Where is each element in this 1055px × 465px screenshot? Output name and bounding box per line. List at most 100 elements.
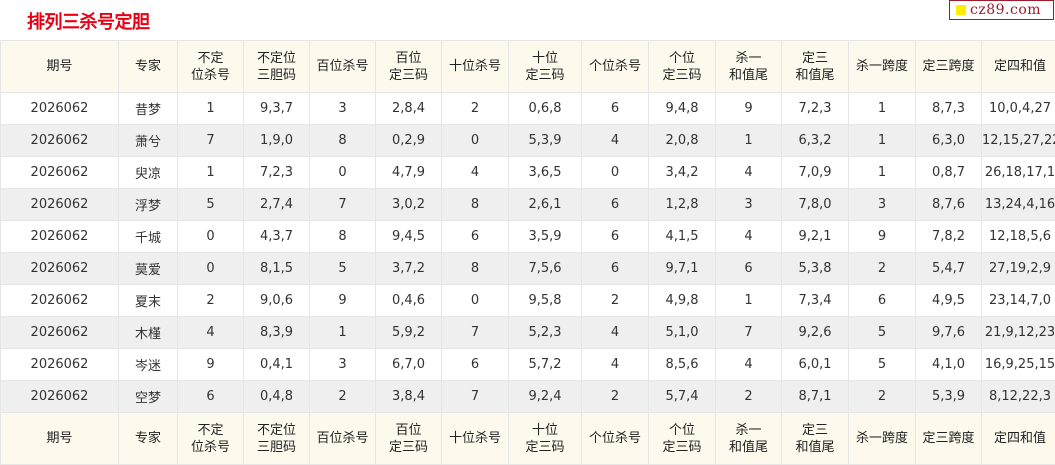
table-cell: 9 xyxy=(178,349,244,381)
table-cell: 4 xyxy=(716,221,782,253)
table-cell: 8 xyxy=(310,125,376,157)
table-cell: 0 xyxy=(178,221,244,253)
table-cell: 0 xyxy=(310,157,376,189)
column-label: 杀一 xyxy=(735,51,761,66)
table-cell: 0,2,9 xyxy=(376,125,442,157)
column-label: 十位 xyxy=(532,423,558,438)
column-label: 专家 xyxy=(135,59,161,74)
table-cell: 4 xyxy=(716,349,782,381)
table-cell: 5 xyxy=(178,189,244,221)
table-cell: 9 xyxy=(716,93,782,125)
table-cell: 空梦 xyxy=(119,381,178,413)
table-cell: 5 xyxy=(849,317,916,349)
footer-col-4: 百位杀号 xyxy=(310,413,376,465)
table-cell: 6 xyxy=(849,285,916,317)
footer-col-13: 定三跨度 xyxy=(916,413,982,465)
table-cell: 9,2,4 xyxy=(509,381,582,413)
table-cell: 昔梦 xyxy=(119,93,178,125)
table-cell: 2,0,8 xyxy=(649,125,716,157)
footer-col-3: 不定位三胆码 xyxy=(244,413,310,465)
table-cell: 1 xyxy=(178,93,244,125)
column-label: 个位杀号 xyxy=(589,59,641,74)
table-cell: 3,8,4 xyxy=(376,381,442,413)
table-cell: 1,9,0 xyxy=(244,125,310,157)
table-cell: 2,6,1 xyxy=(509,189,582,221)
footer-col-0: 期号 xyxy=(1,413,119,465)
table-cell: 5,3,9 xyxy=(916,381,982,413)
header-col-5: 百位定三码 xyxy=(376,41,442,93)
table-cell: 9,0,6 xyxy=(244,285,310,317)
table-cell: 4,9,8 xyxy=(649,285,716,317)
table-cell: 8,1,5 xyxy=(244,253,310,285)
column-label: 十位 xyxy=(532,51,558,66)
table-cell: 3,5,9 xyxy=(509,221,582,253)
table-cell: 2 xyxy=(178,285,244,317)
table-cell: 9 xyxy=(849,221,916,253)
table-cell: 6 xyxy=(582,253,649,285)
watermark-logo: cz89.com xyxy=(949,0,1054,20)
table-cell: 12,15,27,22 xyxy=(982,125,1055,157)
column-label: 三胆码 xyxy=(257,440,296,455)
table-cell: 7,2,3 xyxy=(244,157,310,189)
table-cell: 21,9,12,23 xyxy=(982,317,1055,349)
header-col-7: 十位定三码 xyxy=(509,41,582,93)
table-cell: 7,8,2 xyxy=(916,221,982,253)
table-cell: 3,0,2 xyxy=(376,189,442,221)
table-cell: 4,1,0 xyxy=(916,349,982,381)
table-cell: 2026062 xyxy=(1,349,119,381)
table-cell: 9,4,8 xyxy=(649,93,716,125)
column-label: 定三码 xyxy=(389,68,428,83)
column-label: 定三 xyxy=(802,423,828,438)
table-cell: 8 xyxy=(442,253,509,285)
table-cell: 27,19,2,9 xyxy=(982,253,1055,285)
column-label: 不定 xyxy=(197,423,223,438)
column-label: 杀一跨度 xyxy=(856,59,908,74)
kill-number-table: 期号专家不定位杀号不定位三胆码百位杀号百位定三码十位杀号十位定三码个位杀号个位定… xyxy=(0,40,1055,465)
table-cell: 4,3,7 xyxy=(244,221,310,253)
column-label: 定四和值 xyxy=(994,431,1046,446)
table-cell: 3 xyxy=(849,189,916,221)
table-cell: 千城 xyxy=(119,221,178,253)
table-cell: 2 xyxy=(849,381,916,413)
table-cell: 2026062 xyxy=(1,221,119,253)
table-cell: 0,4,1 xyxy=(244,349,310,381)
column-label: 三胆码 xyxy=(257,68,296,83)
column-label: 期号 xyxy=(46,59,72,74)
table-cell: 6,7,0 xyxy=(376,349,442,381)
table-cell: 0,4,8 xyxy=(244,381,310,413)
table-cell: 2026062 xyxy=(1,125,119,157)
table-cell: 7,5,6 xyxy=(509,253,582,285)
table-cell: 12,18,5,6 xyxy=(982,221,1055,253)
table-cell: 臾凉 xyxy=(119,157,178,189)
header-col-2: 不定位杀号 xyxy=(178,41,244,93)
table-cell: 9,7,6 xyxy=(916,317,982,349)
table-cell: 1 xyxy=(716,285,782,317)
table-cell: 4 xyxy=(716,157,782,189)
table-cell: 6 xyxy=(582,221,649,253)
table-cell: 6 xyxy=(716,253,782,285)
table-cell: 7,3,4 xyxy=(782,285,849,317)
column-label: 定三码 xyxy=(662,440,701,455)
table-cell: 2026062 xyxy=(1,285,119,317)
table-cell: 6,3,0 xyxy=(916,125,982,157)
table-cell: 5,7,4 xyxy=(649,381,716,413)
table-cell: 2 xyxy=(582,381,649,413)
table-cell: 2026062 xyxy=(1,317,119,349)
footer-col-9: 个位定三码 xyxy=(649,413,716,465)
column-label: 和值尾 xyxy=(795,68,834,83)
table-cell: 0 xyxy=(442,125,509,157)
table-cell: 7,8,0 xyxy=(782,189,849,221)
table-cell: 0,8,7 xyxy=(916,157,982,189)
table-cell: 10,0,4,27 xyxy=(982,93,1055,125)
table-cell: 7 xyxy=(442,317,509,349)
column-label: 不定位 xyxy=(257,51,296,66)
table-cell: 5,1,0 xyxy=(649,317,716,349)
column-label: 杀一跨度 xyxy=(856,431,908,446)
table-cell: 9,2,1 xyxy=(782,221,849,253)
header-col-11: 定三和值尾 xyxy=(782,41,849,93)
table-cell: 8 xyxy=(442,189,509,221)
